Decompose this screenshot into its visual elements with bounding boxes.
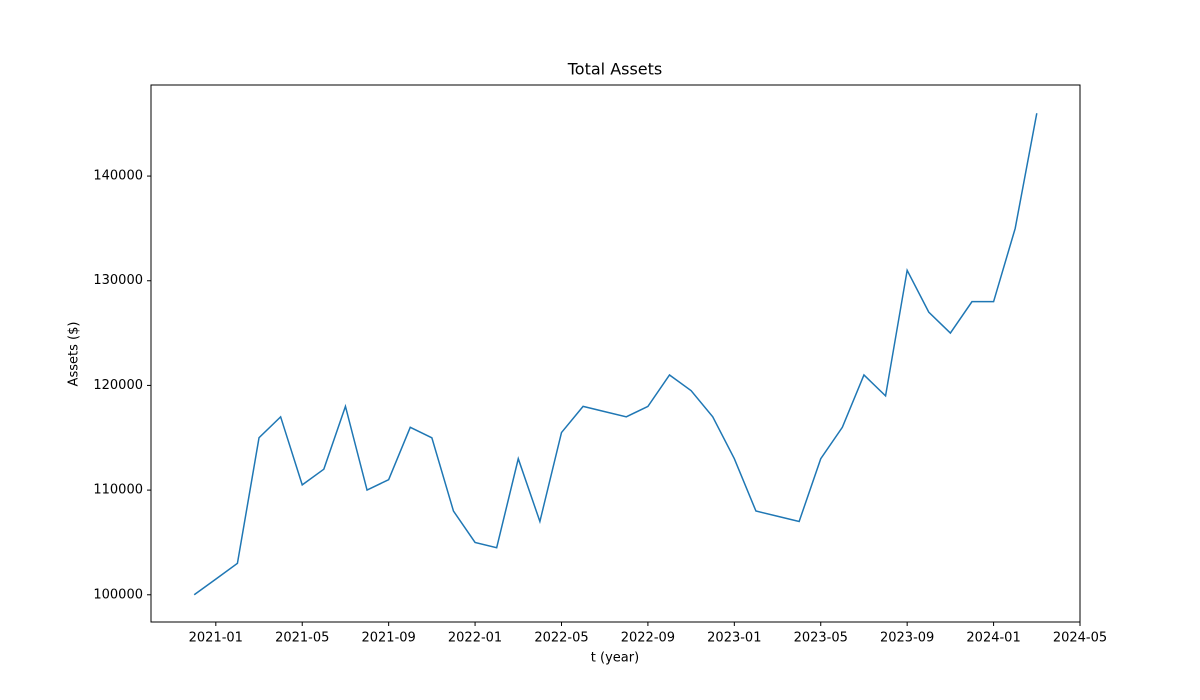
y-tick-label: 100000 — [93, 587, 143, 602]
x-axis-label: t (year) — [591, 651, 639, 666]
x-tick-label: 2023-01 — [707, 631, 761, 646]
x-tick-label: 2021-01 — [189, 631, 243, 646]
x-tick-label: 2023-09 — [880, 631, 934, 646]
x-tick-label: 2024-05 — [1053, 631, 1107, 646]
plot-frame — [150, 84, 1081, 623]
y-tick-label: 130000 — [93, 273, 143, 288]
x-tick-label: 2021-09 — [361, 631, 415, 646]
chart-title: Total Assets — [567, 60, 663, 79]
x-tick-label: 2022-01 — [448, 631, 502, 646]
y-axis-label: Assets ($) — [67, 322, 82, 387]
y-tick-label: 140000 — [93, 169, 143, 184]
y-tick-label: 110000 — [93, 483, 143, 498]
x-tick-label: 2023-05 — [794, 631, 848, 646]
x-tick-label: 2022-09 — [621, 631, 675, 646]
x-tick-label: 2021-05 — [275, 631, 329, 646]
x-tick-label: 2024-01 — [966, 631, 1020, 646]
data-line — [193, 113, 1038, 596]
y-tick-label: 120000 — [93, 378, 143, 393]
x-tick-label: 2022-05 — [534, 631, 588, 646]
